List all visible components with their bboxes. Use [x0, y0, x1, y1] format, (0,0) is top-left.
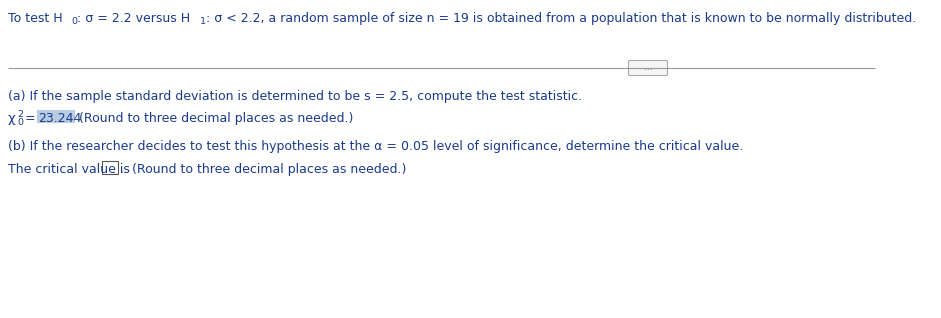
Text: 1: 1 [200, 17, 206, 26]
Text: : σ < 2.2, a random sample of size n = 19 is obtained from a population that is : : σ < 2.2, a random sample of size n = 1… [206, 12, 917, 25]
Text: (b) If the researcher decides to test this hypothesis at the α = 0.05 level of s: (b) If the researcher decides to test th… [8, 140, 743, 153]
Text: χ: χ [8, 112, 16, 125]
Text: =: = [25, 112, 36, 125]
Text: 2: 2 [17, 110, 23, 119]
Text: (a) If the sample standard deviation is determined to be s = 2.5, compute the te: (a) If the sample standard deviation is … [8, 90, 582, 103]
Text: The critical value is: The critical value is [8, 163, 134, 176]
FancyBboxPatch shape [102, 161, 118, 174]
Text: 0: 0 [17, 118, 23, 127]
FancyBboxPatch shape [37, 110, 75, 123]
Text: 0: 0 [71, 17, 77, 26]
Text: .  (Round to three decimal places as needed.): . (Round to three decimal places as need… [120, 163, 407, 176]
Text: (Round to three decimal places as needed.): (Round to three decimal places as needed… [79, 112, 354, 125]
Text: ...: ... [644, 64, 652, 73]
Text: 23.244: 23.244 [38, 112, 81, 125]
Text: To test H: To test H [8, 12, 63, 25]
FancyBboxPatch shape [629, 60, 667, 75]
Text: : σ = 2.2 versus H: : σ = 2.2 versus H [77, 12, 190, 25]
